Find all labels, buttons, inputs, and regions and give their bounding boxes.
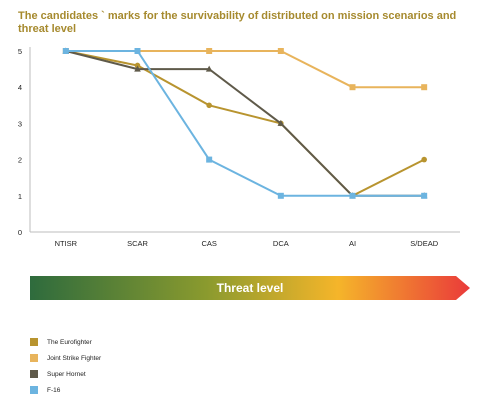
legend-label-eurofighter: The Eurofighter: [47, 339, 92, 346]
data-point: [277, 119, 285, 126]
x-tick-label: AI: [349, 239, 356, 248]
y-tick-label: 3: [18, 119, 22, 128]
legend-label-joint-strike-fighter: Joint Strike Fighter: [47, 355, 102, 362]
data-point: [349, 192, 356, 199]
series-line-2: [65, 50, 425, 197]
x-tick-label: DCA: [273, 239, 289, 248]
data-point: [62, 48, 69, 54]
data-point: [349, 84, 356, 91]
legend-swatch-f16: [30, 386, 38, 394]
threat-level-bar: Threat level: [30, 276, 470, 300]
series-line-3: [65, 50, 425, 197]
series-layer: [62, 47, 428, 199]
data-point: [134, 62, 141, 69]
data-point: [206, 48, 213, 54]
threat-arrow: [30, 276, 470, 300]
legend-swatch-eurofighter: [30, 338, 38, 346]
legend-swatch-joint-strike-fighter: [30, 354, 38, 362]
y-tick-label: 5: [18, 47, 22, 56]
data-point: [421, 84, 428, 91]
legend-label-f16: F-16: [47, 387, 61, 394]
chart-axes: [29, 47, 460, 233]
data-point: [205, 65, 213, 72]
x-tick-label: S/DEAD: [410, 239, 439, 248]
data-point: [206, 156, 213, 163]
data-point: [421, 156, 427, 163]
legend-label-super-hornet: Super Hornet: [47, 371, 86, 378]
threat-level-label: Threat level: [216, 281, 284, 295]
x-tick-label: SCAR: [127, 239, 148, 248]
series-line-0: [65, 50, 425, 198]
y-tick-label: 1: [18, 192, 22, 201]
series-line-1: [65, 50, 425, 89]
data-point: [421, 192, 428, 199]
x-tick-label: CAS: [201, 239, 216, 248]
data-point: [134, 65, 141, 72]
data-point: [277, 192, 284, 199]
x-tick-label: NTISR: [55, 239, 78, 248]
y-tick-label: 4: [18, 83, 22, 92]
chart-title: The candidates ` marks for the survivabi…: [18, 10, 457, 35]
data-point: [277, 48, 284, 54]
legend-swatch-super-hornet: [30, 370, 38, 378]
y-tick-label: 2: [18, 156, 22, 165]
data-point: [134, 48, 141, 54]
tick-labels: 0 1 2 3 4 5 NTISR SCAR CAS DCA AI S/DEAD: [18, 47, 439, 248]
y-tick-label: 0: [18, 228, 22, 237]
data-point: [206, 102, 212, 109]
